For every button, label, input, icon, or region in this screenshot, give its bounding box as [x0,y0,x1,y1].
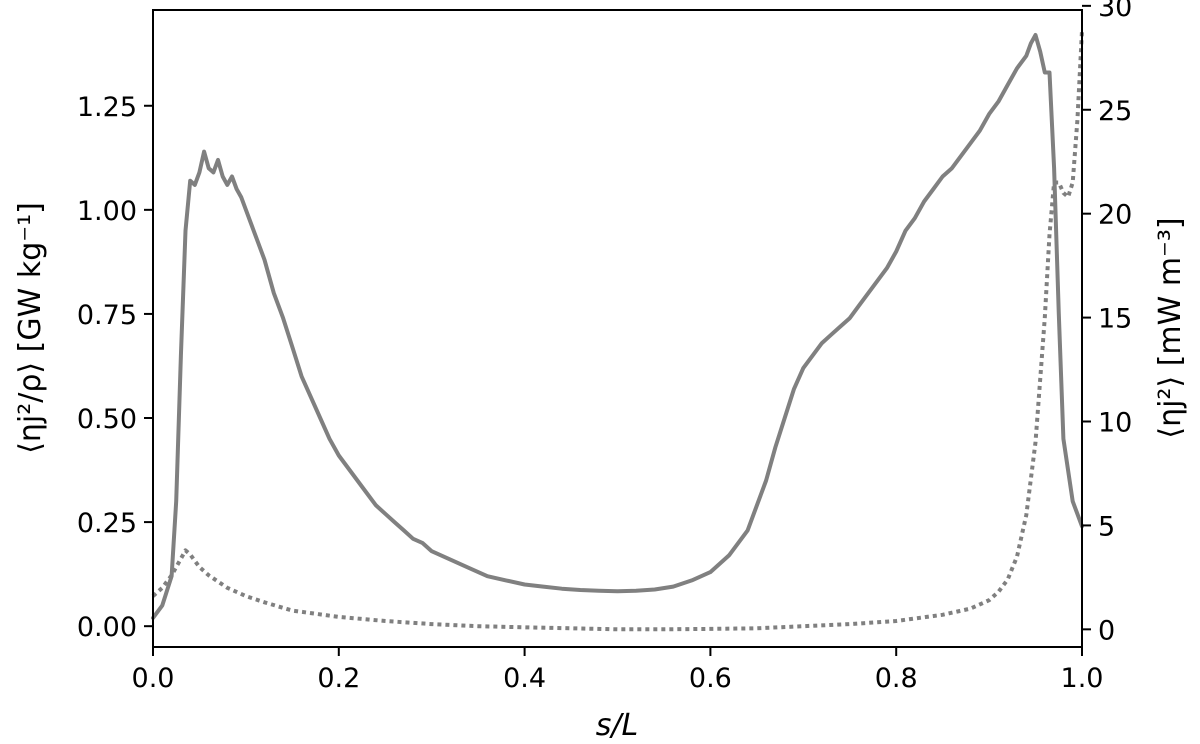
y-right-tick-label: 25 [1098,96,1132,127]
y-right-tick-label: 15 [1098,304,1132,335]
y-axis-left-label: ⟨ηj²/ρ⟩ [GW kg⁻¹] [13,202,48,454]
series-line-right-dotted [151,30,1084,632]
y-right-tick-label: 5 [1098,511,1115,542]
y-left-tick-label: 0.00 [77,612,137,643]
y-right-tick-label: 10 [1098,408,1132,439]
y-right-tick-label: 30 [1098,0,1132,23]
series-layer [151,30,1084,632]
y-left-tick-label: 1.25 [77,92,137,123]
series-line-left-solid [151,33,1084,620]
x-tick-label: 0.2 [317,663,360,694]
y-left-tick-label: 0.25 [77,508,137,539]
y-axis-right-label: ⟨ηj²⟩ [mW m⁻³] [1153,217,1188,438]
x-tick-label: 1.0 [1061,663,1104,694]
x-axis-label: s/L [596,708,638,743]
y-left-tick-label: 1.00 [77,196,137,227]
x-tick-label: 0.8 [875,663,918,694]
x-tick-label: 0.6 [689,663,732,694]
plot-frame [152,9,1083,648]
x-tick-label: 0.4 [503,663,546,694]
x-tick-label: 0.0 [132,663,175,694]
y-left-tick-label: 0.75 [77,300,137,331]
y-right-tick-label: 0 [1098,615,1115,646]
y-right-tick-label: 20 [1098,200,1132,231]
y-left-tick-label: 0.50 [77,404,137,435]
ticks-layer: 0.0 0.2 0.4 0.6 0.8 1.0 0.00 0.25 0.50 0.75 1.00 1.… [77,0,1132,694]
